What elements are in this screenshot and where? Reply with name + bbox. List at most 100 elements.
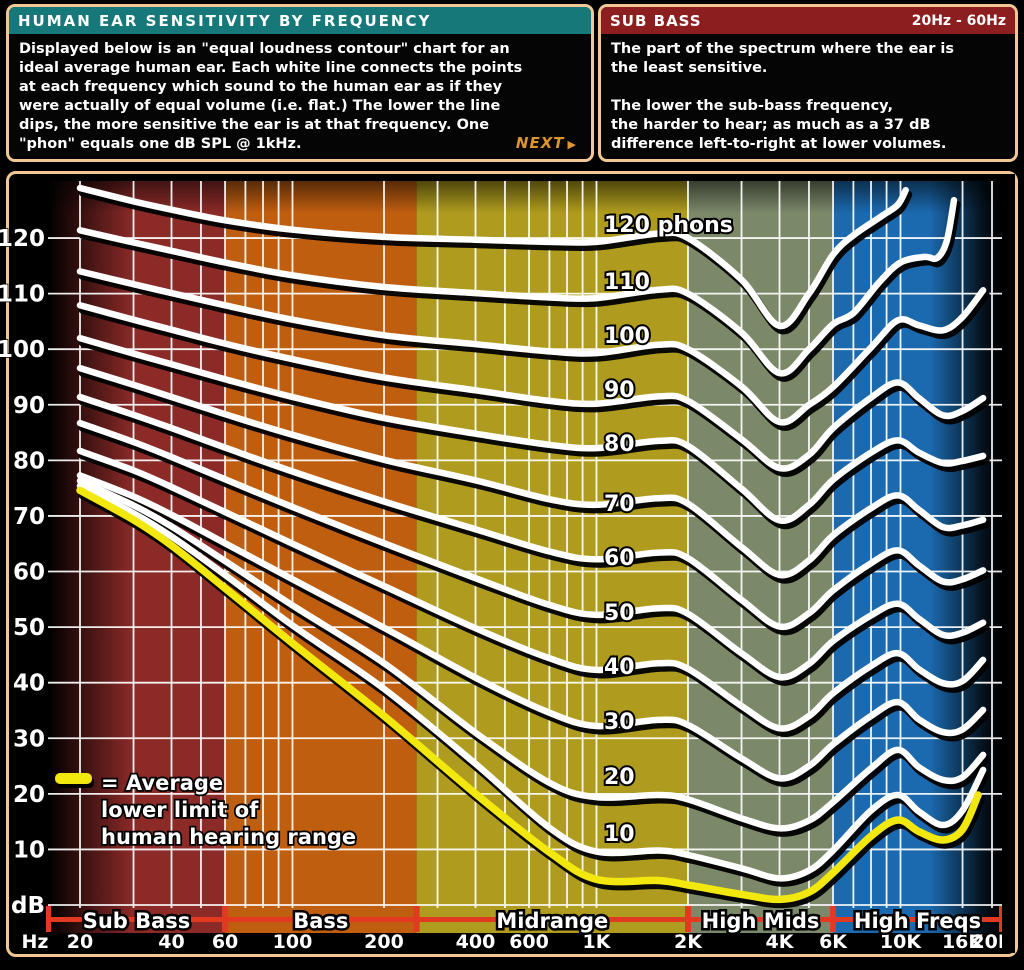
phon-curve-10	[76, 482, 987, 882]
x-tick-600: 600	[509, 931, 549, 953]
x-tick-40: 40	[158, 931, 184, 953]
y-tick-50: 50	[13, 615, 45, 641]
x-axis-strip	[9, 933, 1015, 953]
plot-area: 120 phons 110 100 90 80 70 60 50 40 30 20 10 Hz 20 40 6…	[9, 181, 1015, 953]
range-arrow-midrange-line	[417, 917, 687, 922]
legend-line-2: human hearing range	[101, 825, 356, 849]
info-panel-ear-sensitivity: HUMAN EAR SENSITIVITY BY FREQUENCY Displ…	[6, 4, 594, 162]
y-tick-100: 100	[0, 337, 45, 363]
right-panel-header: SUB BASS 20Hz - 60Hz	[601, 7, 1015, 34]
legend-line-0: = Average	[101, 771, 223, 795]
phon-label-50: 50	[604, 601, 635, 626]
range-arrow-midrange-tick-left	[414, 906, 420, 932]
range-arrow-midrange-label: Midrange	[496, 909, 608, 933]
x-tick-60: 60	[212, 931, 238, 953]
y-tick-70: 70	[13, 504, 45, 530]
y-tick-60: 60	[13, 560, 45, 586]
phon-label-60: 60	[604, 546, 635, 571]
phon-label-100: 100	[604, 324, 650, 349]
phon-label-20: 20	[604, 765, 635, 790]
x-tick-1K: 1K	[583, 931, 612, 953]
phon-curve-120	[76, 184, 909, 330]
phon-label-110: 110	[604, 270, 650, 295]
range-arrow-high-freqs-tick-right	[999, 906, 1004, 932]
x-tick-200: 200	[364, 931, 404, 953]
x-tick-6K: 6K	[819, 931, 848, 953]
y-axis-labels: 120 110 100 90 80 70 60 50 40 30 20 10 dB	[0, 225, 46, 919]
gridlines	[48, 181, 1002, 908]
range-arrow-high-mids-tick-left	[686, 906, 691, 932]
y-tick-90: 90	[13, 393, 45, 419]
y-tick-120: 120	[0, 226, 45, 252]
range-arrow-high-mids: High Mids	[686, 906, 836, 936]
phon-curve-110	[76, 196, 958, 377]
phon-label-10: 10	[604, 822, 635, 847]
top-fade	[48, 181, 1002, 213]
range-arrow-sub-bass-label: Sub Bass	[83, 909, 191, 933]
left-panel-body: Displayed below is an "equal loudness co…	[9, 34, 591, 159]
range-arrow-bass-label: Bass	[293, 909, 348, 933]
left-panel-title: HUMAN EAR SENSITIVITY BY FREQUENCY	[18, 11, 432, 30]
x-tick-4K: 4K	[766, 931, 795, 953]
phon-curve-20	[76, 477, 987, 832]
x-tick-100: 100	[273, 931, 313, 953]
right-panel-title: SUB BASS	[610, 11, 702, 30]
phon-label-70: 70	[604, 492, 635, 517]
range-arrow-bass-line	[226, 917, 416, 922]
legend-line-1: lower limit of	[101, 798, 259, 822]
legend-swatch	[55, 773, 92, 784]
y-axis-unit: dB	[11, 893, 45, 919]
phon-label-90: 90	[604, 378, 635, 403]
range-arrow-high-freqs-label: High Freqs	[854, 909, 981, 933]
x-tick-2K: 2K	[674, 931, 703, 953]
phon-curve-30	[76, 472, 987, 782]
x-axis-unit: Hz	[22, 931, 49, 953]
phon-curve-70	[76, 364, 987, 579]
range-arrow-sub-bass-line	[49, 917, 225, 922]
range-arrow-sub-bass: Sub Bass	[46, 906, 228, 936]
phon-curve-100	[76, 268, 987, 426]
right-panel-text: The part of the spectrum where the ear i…	[611, 41, 954, 152]
left-panel-header: HUMAN EAR SENSITIVITY BY FREQUENCY	[9, 7, 591, 34]
range-arrow-high-freqs: High Freqs	[831, 906, 1004, 936]
range-arrow-bass-tick-left	[223, 906, 229, 932]
x-tick-20: 20	[67, 931, 93, 953]
threshold-curve-yellow	[76, 486, 982, 904]
right-panel-body: The part of the spectrum where the ear i…	[601, 34, 1015, 159]
phon-label-40: 40	[604, 655, 635, 680]
phon-label-30: 30	[604, 710, 635, 735]
y-tick-30: 30	[13, 726, 45, 752]
left-panel-text: Displayed below is an "equal loudness co…	[19, 41, 523, 152]
range-arrow-high-freqs-line	[834, 917, 1001, 922]
phon-curve-40	[76, 447, 987, 732]
phon-curve-120-shadow	[78, 188, 913, 335]
next-label[interactable]: NEXT	[515, 134, 565, 152]
phon-curve-80	[76, 334, 987, 525]
phon-curve-90	[76, 302, 987, 472]
y-tick-20: 20	[13, 782, 45, 808]
x-tick-400: 400	[456, 931, 496, 953]
phon-curve-60	[76, 393, 987, 631]
range-arrow-high-mids-line	[689, 917, 833, 922]
phon-curve-50	[76, 419, 987, 681]
phon-label-120: 120 phons	[604, 213, 733, 238]
phon-labels: 120 phons 110 100 90 80 70 60 50 40 30 20 10	[602, 211, 735, 849]
range-arrow-sub-bass-tick-left	[46, 906, 51, 932]
y-tick-40: 40	[13, 671, 45, 697]
right-panel-range: 20Hz - 60Hz	[911, 12, 1006, 29]
range-arrow-high-mids-label: High Mids	[702, 909, 820, 933]
info-panel-sub-bass: SUB BASS 20Hz - 60Hz The part of the spe…	[598, 4, 1018, 162]
phon-label-80: 80	[604, 432, 635, 457]
x-tick-10K: 10K	[880, 931, 922, 953]
y-tick-110: 110	[0, 282, 45, 308]
right-margin	[1002, 174, 1015, 953]
y-tick-80: 80	[13, 448, 45, 474]
range-arrows: Sub Bass Bass Midrange High Mids High Freqs	[46, 906, 1004, 936]
range-arrow-bass: Bass	[223, 906, 419, 936]
y-tick-10: 10	[13, 837, 45, 863]
next-link[interactable]: NEXT ▶	[516, 134, 577, 154]
next-arrow-icon: ▶	[567, 138, 577, 151]
